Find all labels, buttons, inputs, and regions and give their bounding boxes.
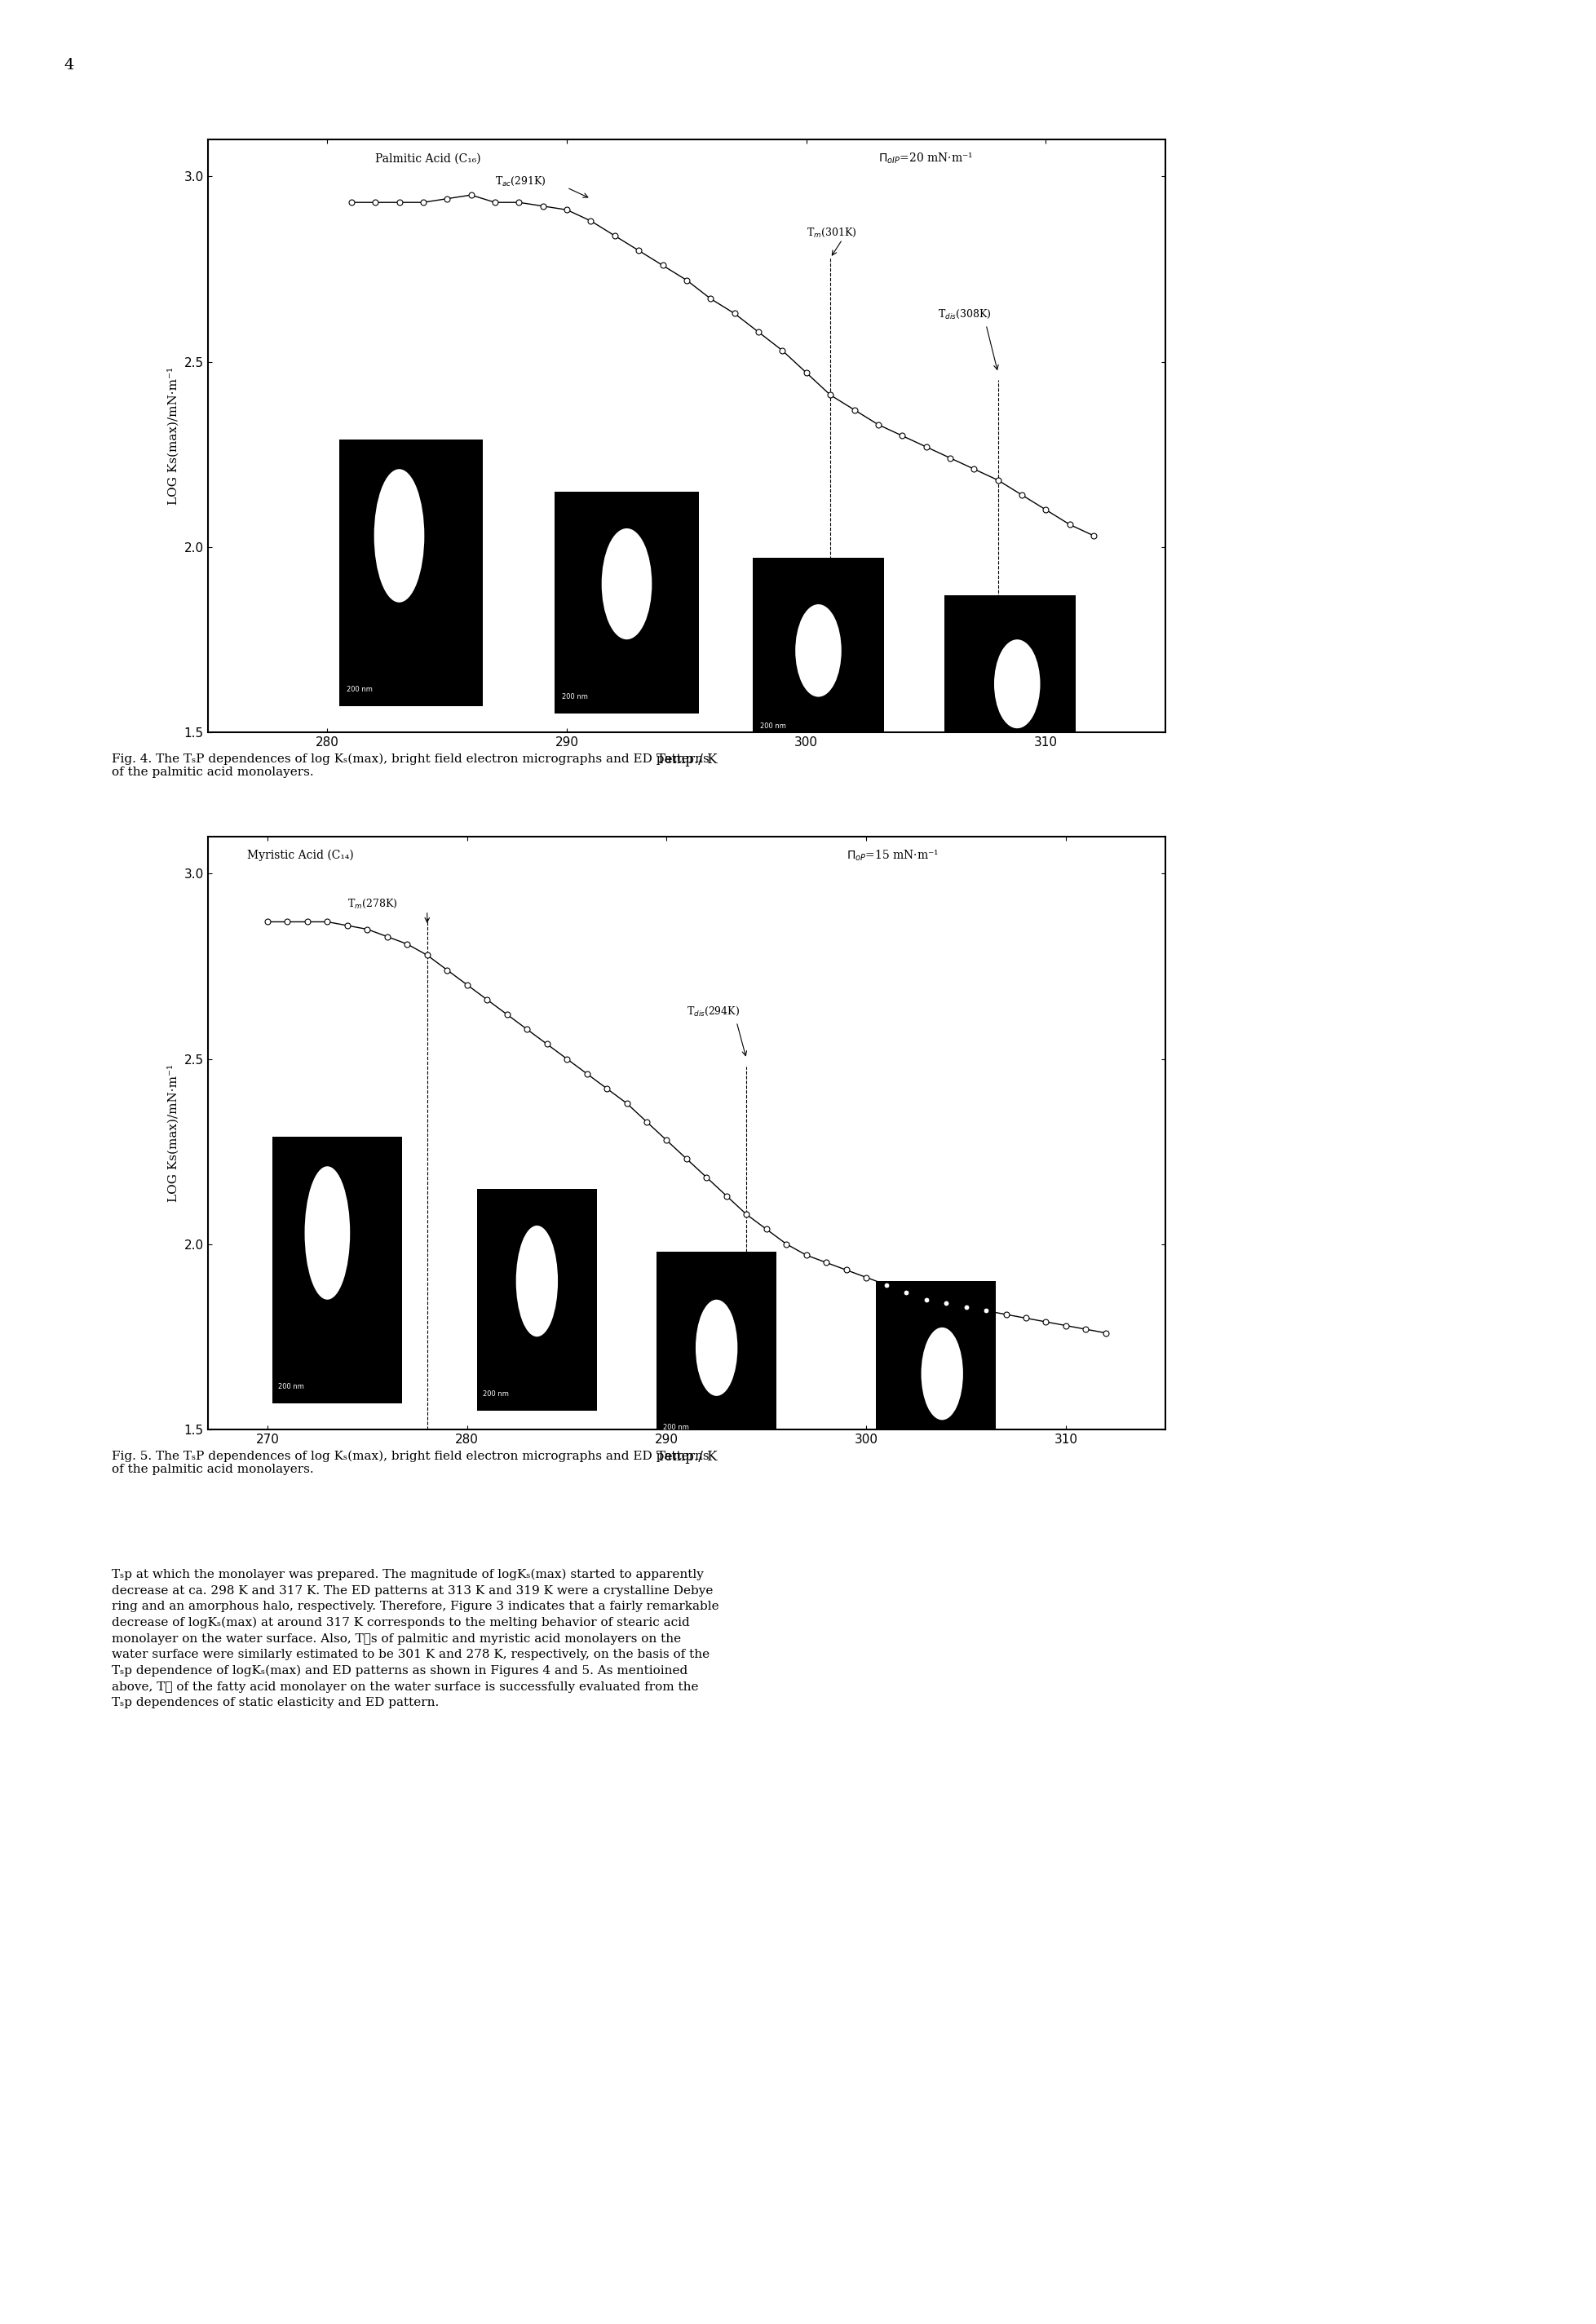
Text: 200 nm: 200 nm: [760, 723, 785, 730]
Bar: [656, 1253, 776, 1443]
Text: 4: 4: [64, 58, 73, 72]
Text: 200 nm: 200 nm: [346, 686, 372, 693]
Text: 200 nm: 200 nm: [662, 1425, 688, 1432]
Ellipse shape: [305, 1167, 350, 1299]
Text: T$_{dis}$(294K): T$_{dis}$(294K): [686, 1006, 739, 1018]
Ellipse shape: [921, 1327, 962, 1420]
Bar: [876, 1281, 996, 1466]
Text: $\Pi_{oP}$=15 mN·m⁻¹: $\Pi_{oP}$=15 mN·m⁻¹: [846, 848, 938, 862]
Ellipse shape: [602, 528, 651, 639]
Ellipse shape: [373, 469, 425, 602]
Text: T$_m$(301K): T$_m$(301K): [806, 228, 855, 239]
Text: Palmitic Acid (C₁₆): Palmitic Acid (C₁₆): [375, 153, 480, 165]
Text: $\Pi_{oIP}$=20 mN·m⁻¹: $\Pi_{oIP}$=20 mN·m⁻¹: [878, 151, 972, 165]
X-axis label: Temp./ K: Temp./ K: [656, 753, 717, 767]
Bar: [554, 490, 697, 713]
Text: 200 nm: 200 nm: [883, 1446, 908, 1452]
Y-axis label: LOG Ks(max)/mN·m⁻¹: LOG Ks(max)/mN·m⁻¹: [168, 367, 179, 504]
Ellipse shape: [994, 639, 1039, 727]
Ellipse shape: [795, 604, 841, 697]
X-axis label: Temp./ K: Temp./ K: [656, 1450, 717, 1464]
Text: 200 nm: 200 nm: [951, 753, 977, 760]
Text: Fig. 5. The TₛP dependences of log Kₛ(max), bright field electron micrographs an: Fig. 5. The TₛP dependences of log Kₛ(ma…: [112, 1450, 709, 1476]
Text: T$_m$(278K): T$_m$(278K): [346, 897, 397, 911]
Bar: [338, 439, 482, 706]
Text: T$_{dis}$(308K): T$_{dis}$(308K): [937, 309, 991, 321]
Text: T$_{ac}$(291K): T$_{ac}$(291K): [495, 174, 546, 188]
Bar: [752, 558, 884, 744]
Ellipse shape: [516, 1225, 557, 1336]
Text: 200 nm: 200 nm: [484, 1390, 509, 1397]
Text: 200 nm: 200 nm: [278, 1383, 305, 1390]
Y-axis label: LOG Ks(max)/mN·m⁻¹: LOG Ks(max)/mN·m⁻¹: [168, 1064, 179, 1202]
Text: Tₛp at which the monolayer was prepared. The magnitude of logKₛ(max) started to : Tₛp at which the monolayer was prepared.…: [112, 1569, 718, 1708]
Bar: [477, 1188, 597, 1411]
Text: 200 nm: 200 nm: [562, 693, 587, 700]
Ellipse shape: [696, 1299, 737, 1397]
Text: Fig. 4. The TₛP dependences of log Kₛ(max), bright field electron micrographs an: Fig. 4. The TₛP dependences of log Kₛ(ma…: [112, 753, 709, 779]
Bar: [273, 1136, 402, 1404]
Text: Myristic Acid (C₁₄): Myristic Acid (C₁₄): [247, 851, 354, 862]
Bar: [943, 595, 1076, 774]
